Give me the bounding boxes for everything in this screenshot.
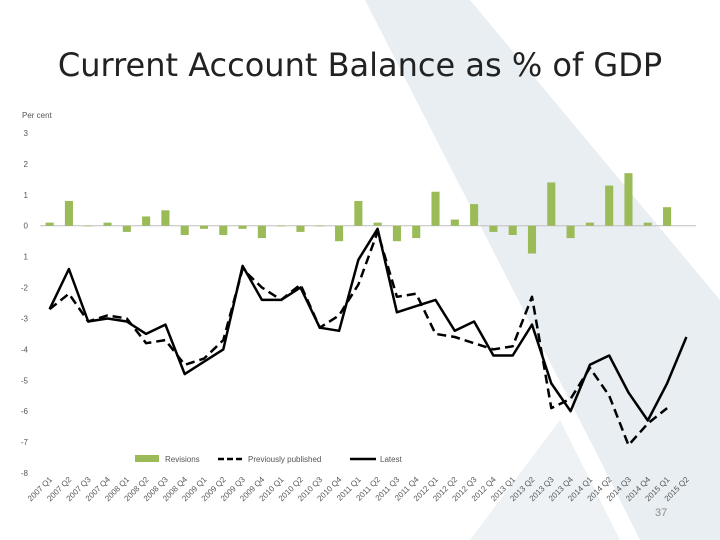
revision-bar bbox=[605, 185, 614, 226]
revision-bar bbox=[412, 225, 421, 239]
revision-bar bbox=[219, 225, 228, 235]
revision-bar bbox=[103, 222, 112, 226]
y-tick-label: -3 bbox=[21, 314, 29, 323]
revision-bar bbox=[547, 182, 556, 226]
revision-bar bbox=[277, 225, 286, 227]
revision-bar bbox=[624, 173, 633, 226]
legend: Revisions Previously published Latest bbox=[135, 455, 403, 464]
y-axis-title: Per cent bbox=[22, 111, 53, 120]
legend-label: Previously published bbox=[248, 455, 321, 464]
revision-bar bbox=[238, 225, 247, 229]
revision-bar bbox=[566, 225, 575, 239]
y-tick-label: -6 bbox=[21, 407, 29, 416]
legend-swatch-revisions bbox=[135, 455, 159, 462]
revision-bars bbox=[45, 173, 672, 254]
y-tick-label: 1 bbox=[24, 253, 29, 262]
revision-bar bbox=[527, 225, 537, 254]
revision-bar bbox=[161, 210, 170, 226]
legend-label: Revisions bbox=[165, 455, 200, 464]
revision-bar bbox=[431, 191, 440, 226]
revision-bar bbox=[354, 201, 363, 226]
revision-bar bbox=[508, 225, 517, 235]
series-lines bbox=[48, 227, 688, 447]
y-tick-label: -8 bbox=[21, 469, 29, 478]
revision-bar bbox=[64, 201, 73, 226]
latest-line bbox=[48, 227, 688, 422]
y-tick-label: 3 bbox=[24, 129, 29, 138]
background-chevron-shape bbox=[365, 0, 720, 540]
y-tick-label: 2 bbox=[24, 160, 29, 169]
revision-bar bbox=[450, 219, 459, 226]
revision-bar bbox=[585, 222, 594, 226]
revision-bar bbox=[180, 225, 189, 235]
revision-bar bbox=[335, 225, 344, 242]
revision-bar bbox=[122, 225, 131, 232]
y-tick-label: -7 bbox=[21, 438, 29, 447]
chart-background bbox=[40, 133, 696, 473]
y-axis-ticks: 3 2 1 0 1 -2 -3 -4 -5 -6 -7 -8 bbox=[21, 129, 29, 478]
revision-bar bbox=[663, 207, 672, 226]
slide-title: Current Account Balance as % of GDP bbox=[57, 46, 663, 84]
revision-bar bbox=[84, 225, 93, 227]
legend-label: Latest bbox=[380, 455, 403, 464]
revision-bar bbox=[45, 222, 54, 226]
revision-bar bbox=[392, 225, 401, 242]
revision-bar bbox=[199, 225, 209, 229]
revision-bar bbox=[489, 225, 498, 232]
revision-bar bbox=[315, 225, 324, 227]
revision-bar bbox=[296, 225, 305, 232]
y-tick-label: -4 bbox=[21, 345, 29, 354]
revision-bar bbox=[373, 222, 382, 226]
y-tick-label: 1 bbox=[24, 191, 29, 200]
revision-bar bbox=[142, 216, 151, 226]
background-chevron-shape-lower bbox=[470, 420, 620, 540]
page-number: 37 bbox=[655, 507, 668, 519]
y-tick-label: -5 bbox=[21, 376, 29, 385]
y-tick-label: 0 bbox=[24, 222, 29, 231]
revision-bar bbox=[470, 204, 479, 226]
plot-area bbox=[40, 133, 696, 473]
revision-bar bbox=[257, 225, 266, 239]
y-tick-label: -2 bbox=[21, 284, 29, 293]
revision-bar bbox=[643, 222, 652, 226]
